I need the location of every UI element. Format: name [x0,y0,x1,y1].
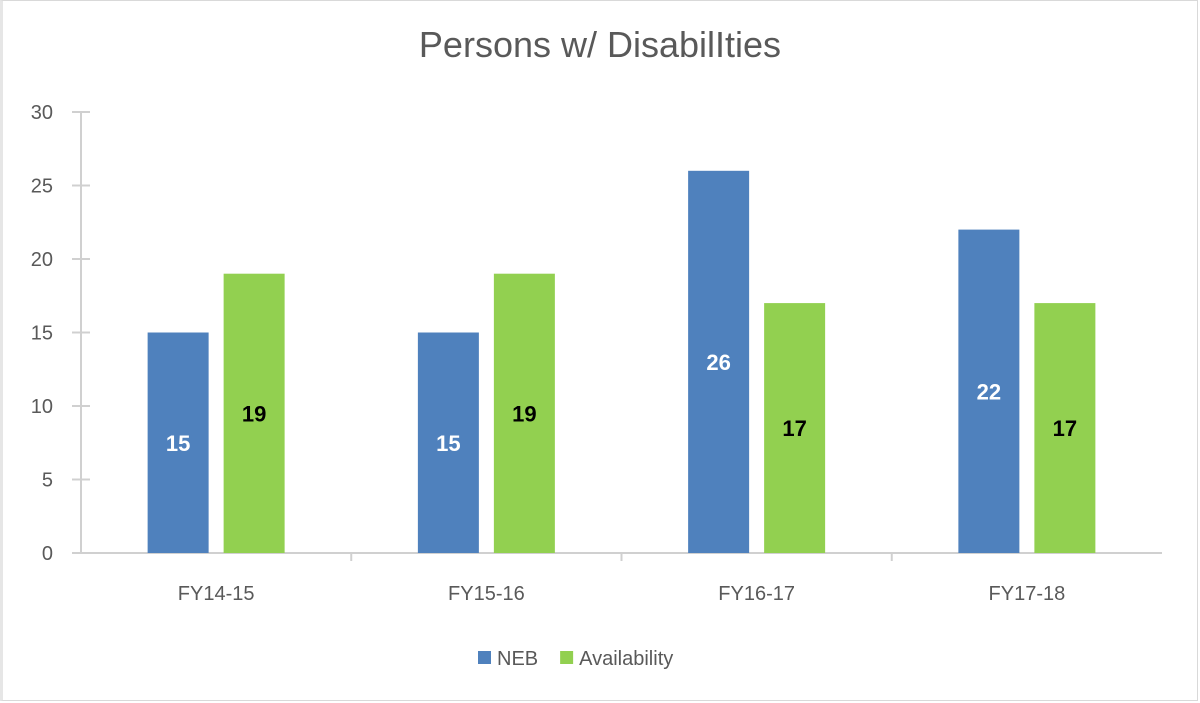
x-tick-label: FY17-18 [989,583,1066,605]
bar-availability-fy16-17 [764,303,826,553]
bar-availability-fy14-15 [223,273,285,553]
legend-swatch-neb [478,651,491,664]
legend-label-availability: Availability [579,648,673,670]
x-tick-label: FY16-17 [718,583,795,605]
data-label: 17 [782,416,806,441]
data-label: 26 [706,350,730,375]
bar-neb-fy15-16 [417,332,479,553]
y-tick-label: 20 [31,249,53,271]
data-label: 19 [242,401,266,426]
x-tick-label: FY15-16 [448,583,525,605]
data-label: 15 [436,431,460,456]
data-label: 19 [512,401,536,426]
bar-neb-fy14-15 [147,332,209,553]
y-tick-label: 5 [42,470,53,492]
bar-availability-fy15-16 [493,273,555,553]
y-tick-label: 25 [31,176,53,198]
y-tick-label: 30 [31,102,53,124]
legend-swatch-availability [560,651,574,664]
bar-neb-fy17-18 [958,229,1020,553]
x-tick-label: FY14-15 [178,583,255,605]
y-tick-label: 0 [42,543,53,565]
data-label: 22 [977,379,1001,404]
legend-label-neb: NEB [497,648,538,670]
y-tick-label: 15 [31,323,53,345]
bar-neb-fy16-17 [688,170,750,554]
bar-availability-fy17-18 [1034,303,1096,553]
data-label: 17 [1053,416,1077,441]
data-label: 15 [166,431,190,456]
y-tick-label: 10 [31,396,53,418]
chart-title: Persons w/ DisabilIties [419,24,781,65]
